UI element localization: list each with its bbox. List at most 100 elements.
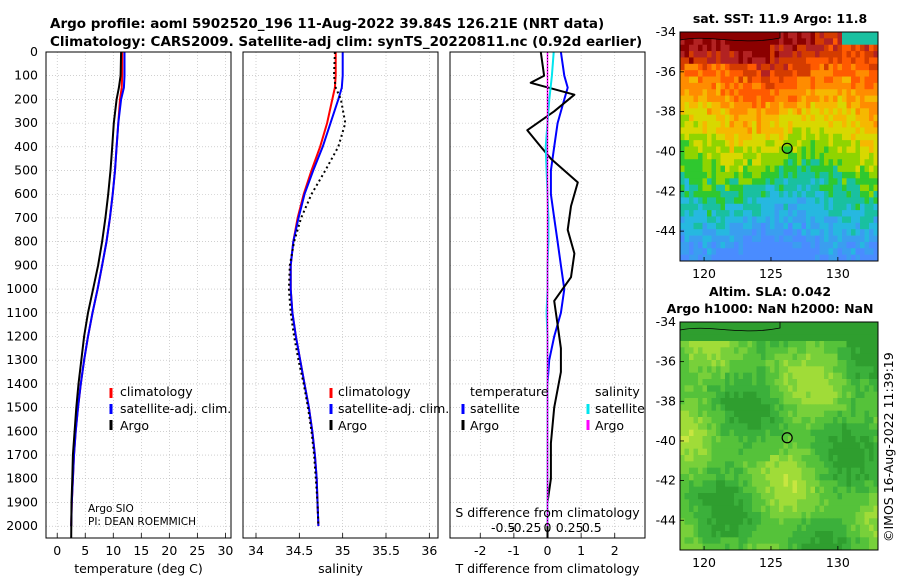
map-cell (684, 108, 690, 116)
map-cell (720, 101, 726, 109)
map-cell (770, 184, 775, 192)
map-cell (702, 353, 708, 361)
map-cell (752, 461, 757, 469)
map-cell (819, 461, 825, 469)
map-cell (779, 191, 784, 198)
map-cell (707, 512, 712, 519)
map-cell (743, 531, 748, 538)
map-cell (828, 353, 834, 361)
map-cell (684, 133, 690, 141)
map-cell (779, 518, 784, 526)
x-tick-label: 5 (81, 543, 89, 558)
map-cell (752, 222, 757, 230)
map-cell (824, 178, 829, 186)
map-cell (788, 63, 793, 71)
map-cell (680, 417, 685, 424)
map-cell (860, 328, 865, 336)
map-cell (801, 70, 807, 77)
map-cell (761, 203, 766, 211)
map-cell (869, 254, 874, 262)
map-cell (761, 410, 766, 418)
map-cell (770, 493, 775, 500)
map-cell (752, 543, 757, 551)
map-cell (716, 442, 721, 450)
map-cell (783, 95, 789, 103)
map-cell (783, 474, 789, 481)
map-cell (815, 210, 820, 217)
map-cell (720, 398, 726, 405)
map-cell (770, 410, 775, 418)
map-cell (774, 146, 780, 154)
map-cell (716, 379, 721, 386)
map-cell (824, 524, 829, 532)
map-cell (855, 108, 861, 116)
map-cell (873, 372, 879, 380)
map-cell (729, 229, 735, 236)
map-cell (869, 203, 874, 211)
map-cell (711, 101, 717, 109)
map-cell (815, 114, 820, 122)
map-cell (689, 63, 694, 71)
series-line-satellite-adj-clim- (70, 52, 126, 527)
map-cell (860, 518, 865, 526)
map-cell (833, 152, 838, 160)
map-cell (873, 448, 879, 456)
map-cell (873, 524, 879, 532)
map-cell (779, 108, 784, 116)
map-cell (833, 222, 838, 230)
map-cell (869, 474, 874, 481)
map-cell (864, 152, 870, 160)
map-cell (716, 360, 721, 367)
map-cell (702, 410, 708, 418)
map-cell (819, 191, 825, 198)
map-cell (743, 38, 748, 46)
map-cell (810, 429, 816, 437)
map-cell (698, 334, 703, 342)
map-cell (806, 410, 811, 418)
map-cell (842, 505, 847, 513)
map-cell (738, 461, 744, 469)
map-cell (752, 248, 757, 256)
map-cell (797, 486, 802, 494)
map-cell (788, 448, 793, 456)
map-cell (801, 467, 807, 475)
map-cell (819, 165, 825, 173)
map-cell (810, 63, 816, 71)
map-cell (842, 429, 847, 437)
map-cell (774, 347, 780, 355)
map-cell (720, 89, 726, 97)
map-cell (698, 347, 703, 355)
map-cell (738, 146, 744, 154)
map-cell (765, 146, 771, 154)
map-cell (837, 518, 843, 526)
map-cell (783, 70, 789, 77)
map-cell (747, 51, 753, 58)
map-cell (779, 429, 784, 437)
map-cell (765, 537, 771, 545)
map-cell (680, 101, 685, 109)
map-cell (788, 423, 793, 431)
map-cell (725, 146, 730, 154)
map-cell (783, 328, 789, 336)
map-cell (774, 171, 780, 179)
map-cell (828, 537, 834, 545)
map-cell (779, 379, 784, 386)
map-cell (873, 493, 879, 500)
map-cell (842, 140, 847, 147)
map-cell (824, 171, 829, 179)
map-cell (869, 82, 874, 90)
map-cell (680, 197, 685, 205)
map-cell (734, 417, 739, 424)
map-cell (824, 328, 829, 336)
map-cell (716, 63, 721, 71)
map-cell (828, 334, 834, 342)
map-cell (797, 241, 802, 249)
map-cell (770, 210, 775, 217)
map-cell (738, 191, 744, 198)
map-cell (846, 531, 852, 538)
map-cell (698, 448, 703, 456)
map-cell (774, 152, 780, 160)
map-cell (860, 493, 865, 500)
map-cell (779, 140, 784, 147)
map-cell (770, 417, 775, 424)
